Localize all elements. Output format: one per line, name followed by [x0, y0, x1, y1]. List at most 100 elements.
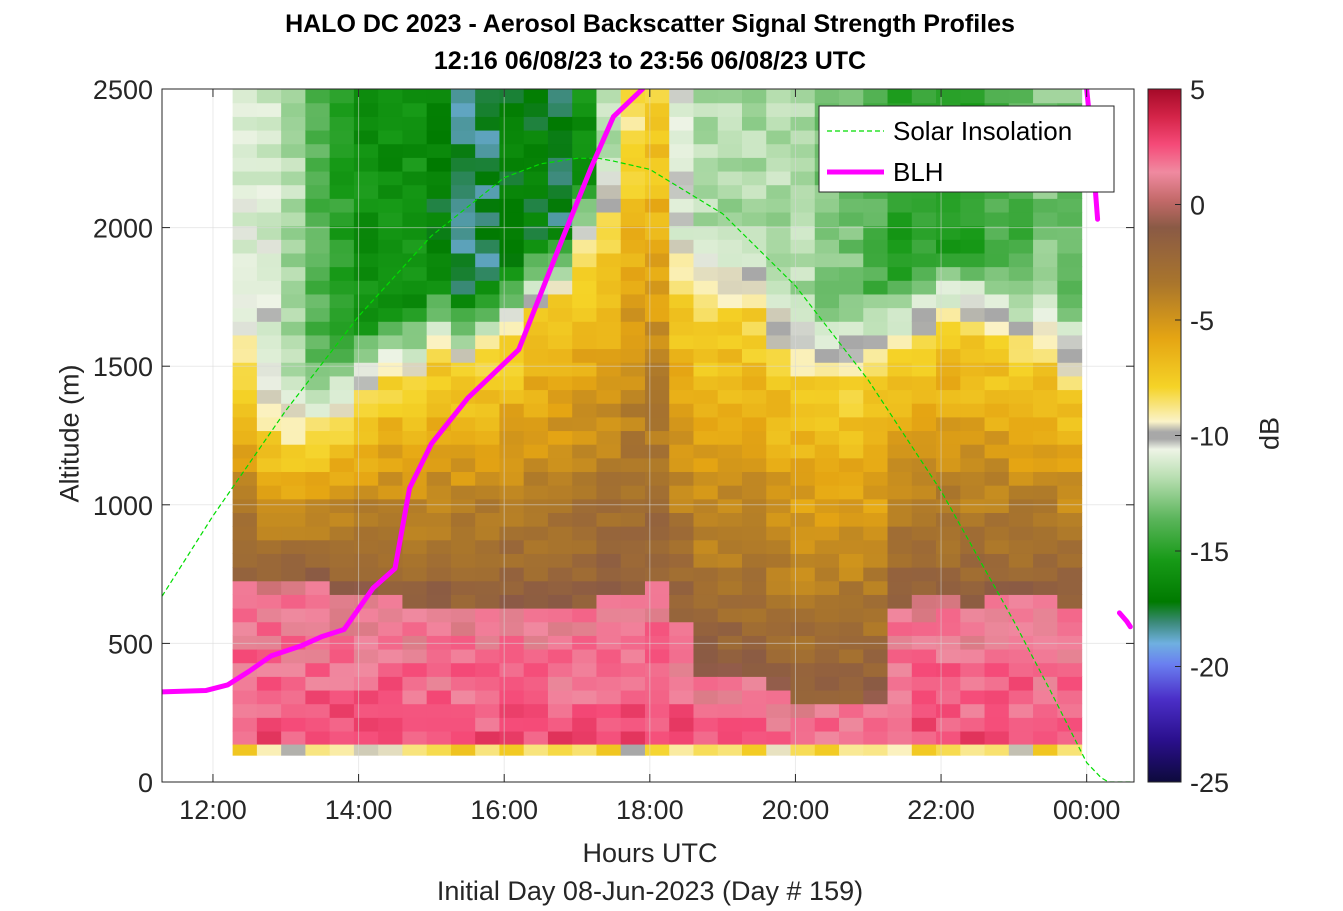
- heatmap-cell: [644, 594, 670, 609]
- heatmap-cell: [232, 293, 258, 309]
- heatmap-cell: [766, 252, 792, 268]
- heatmap-cell: [742, 471, 767, 486]
- heatmap-cell: [790, 689, 816, 705]
- heatmap-cell: [499, 116, 525, 131]
- heatmap-cell: [572, 334, 598, 350]
- heatmap-cell: [766, 594, 792, 609]
- heatmap-cell: [475, 567, 501, 582]
- heatmap-cell: [523, 225, 549, 240]
- heatmap-cell: [839, 334, 864, 350]
- blh-line: [1116, 610, 1133, 630]
- heatmap-cell: [378, 89, 404, 104]
- heatmap-cell: [281, 321, 306, 336]
- heatmap-cell: [596, 730, 622, 746]
- heatmap-cell: [839, 526, 864, 541]
- heatmap-cell: [984, 485, 1010, 500]
- heatmap-cell: [936, 198, 961, 213]
- heatmap-cell: [256, 143, 282, 158]
- heatmap-cell: [232, 266, 258, 281]
- heatmap-cell: [1057, 730, 1083, 746]
- heatmap-cell: [281, 689, 306, 705]
- heatmap-cell: [644, 375, 670, 391]
- heatmap-cell: [887, 211, 913, 227]
- heatmap-cell: [644, 662, 670, 677]
- heatmap-cell: [839, 485, 864, 500]
- heatmap-cell: [329, 594, 355, 609]
- heatmap-cell: [475, 403, 501, 418]
- heatmap-cell: [693, 430, 719, 445]
- heatmap-cell: [814, 553, 840, 568]
- heatmap-cell: [984, 266, 1010, 281]
- heatmap-cell: [911, 594, 937, 609]
- heatmap-cell: [426, 730, 452, 746]
- heatmap-cell: [669, 457, 695, 473]
- heatmap-cell: [839, 293, 864, 309]
- heatmap-cell: [814, 252, 840, 268]
- heatmap-cell: [1057, 225, 1083, 240]
- heatmap-cell: [547, 430, 573, 445]
- heatmap-cell: [305, 225, 331, 240]
- heatmap-cell: [644, 348, 670, 363]
- heatmap-cell: [887, 526, 913, 541]
- heatmap-cell: [911, 198, 937, 213]
- heatmap-cell: [742, 252, 767, 268]
- heatmap-cell: [475, 457, 501, 473]
- heatmap-cell: [960, 362, 986, 377]
- heatmap-cell: [620, 280, 646, 295]
- heatmap-cell: [475, 648, 501, 664]
- heatmap-cell: [256, 198, 282, 213]
- heatmap-cell: [256, 621, 282, 636]
- heatmap-cell: [936, 89, 961, 104]
- heatmap-cell: [766, 608, 792, 623]
- heatmap-cell: [281, 594, 306, 609]
- heatmap-cell: [256, 375, 282, 391]
- heatmap-cell: [499, 89, 525, 104]
- heatmap-cell: [329, 375, 355, 391]
- heatmap-cell: [620, 444, 646, 459]
- heatmap-cell: [232, 362, 258, 377]
- heatmap-cell: [766, 444, 792, 459]
- heatmap-cell: [669, 375, 695, 391]
- heatmap-cell: [475, 676, 501, 691]
- heatmap-cell: [742, 689, 767, 705]
- heatmap-cell: [717, 580, 743, 595]
- heatmap-cell: [839, 621, 864, 636]
- heatmap-cell: [936, 567, 961, 582]
- heatmap-cell: [378, 198, 404, 213]
- heatmap-cell: [887, 567, 913, 582]
- heatmap-cell: [887, 635, 913, 650]
- heatmap-cell: [717, 717, 743, 732]
- heatmap-cell: [450, 567, 476, 582]
- heatmap-cell: [353, 239, 379, 254]
- heatmap-cell: [329, 198, 355, 213]
- heatmap-cell: [232, 621, 258, 636]
- heatmap-cell: [790, 717, 816, 732]
- heatmap-cell: [499, 375, 525, 391]
- heatmap-cell: [742, 89, 767, 104]
- heatmap-cell: [499, 457, 525, 473]
- heatmap-cell: [305, 129, 331, 145]
- heatmap-cell: [475, 416, 501, 432]
- heatmap-cell: [499, 252, 525, 268]
- heatmap-cell: [766, 307, 792, 322]
- heatmap-cell: [572, 362, 598, 377]
- heatmap-cell: [572, 539, 598, 554]
- heatmap-cell: [281, 184, 306, 199]
- x-tick-label: 00:00: [1053, 795, 1121, 825]
- heatmap-cell: [499, 662, 525, 677]
- heatmap-cell: [329, 608, 355, 623]
- heatmap-cell: [232, 703, 258, 718]
- heatmap-cell: [717, 293, 743, 309]
- heatmap-cell: [353, 553, 379, 568]
- heatmap-cell: [305, 512, 331, 527]
- heatmap-cell: [1008, 621, 1034, 636]
- heatmap-cell: [790, 375, 816, 391]
- heatmap-cell: [911, 362, 937, 377]
- heatmap-cell: [572, 225, 598, 240]
- heatmap-cell: [329, 293, 355, 309]
- heatmap-cell: [790, 211, 816, 227]
- heatmap-cell: [499, 539, 525, 554]
- heatmap-cell: [814, 307, 840, 322]
- heatmap-cell: [766, 348, 792, 363]
- heatmap-cell: [1057, 334, 1083, 350]
